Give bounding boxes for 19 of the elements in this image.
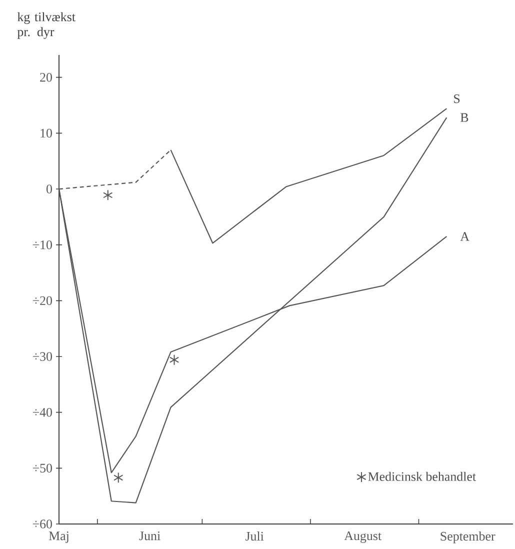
series-label: S	[454, 94, 460, 104]
x-tick-label: Juni	[139, 532, 160, 540]
y-tick-label: ÷30	[32, 352, 52, 361]
legend-label: Medicinsk behandlet	[368, 472, 476, 481]
y-tick-label: ÷20	[32, 296, 52, 306]
series-label: A	[460, 232, 470, 241]
y-tick-label: ÷40	[32, 408, 52, 417]
y-tick-label: ÷10	[32, 240, 52, 250]
y-axis-title: kg tilvækst pr. dyr	[17, 12, 76, 39]
x-tick-label: September	[440, 532, 496, 544]
y-tick-label: 10	[40, 128, 52, 138]
x-tick-label: Juli	[245, 532, 264, 541]
x-tick-label: Maj	[48, 532, 68, 543]
series-label: B	[460, 113, 468, 122]
y-tick-label: ÷60	[32, 520, 52, 528]
y-tick-label: 0	[46, 184, 52, 194]
x-tick-label: August	[344, 532, 382, 543]
y-tick-label: 20	[40, 72, 52, 82]
y-tick-label: ÷50	[32, 464, 52, 473]
